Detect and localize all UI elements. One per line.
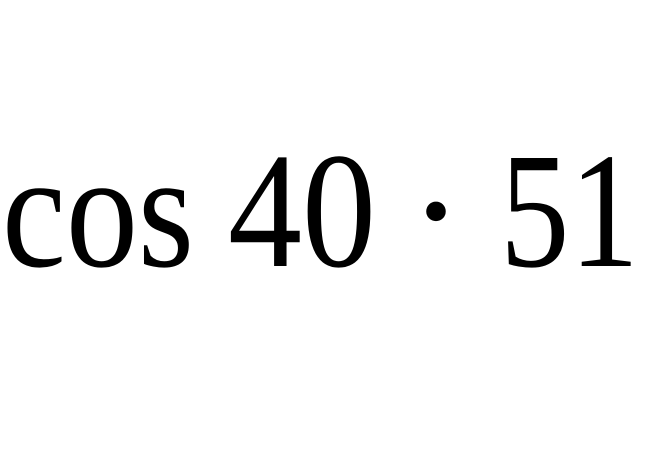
function-name: cos — [2, 119, 194, 302]
argument: 40 — [228, 119, 376, 302]
operator: · — [409, 119, 464, 302]
factor: 51 — [500, 119, 639, 302]
